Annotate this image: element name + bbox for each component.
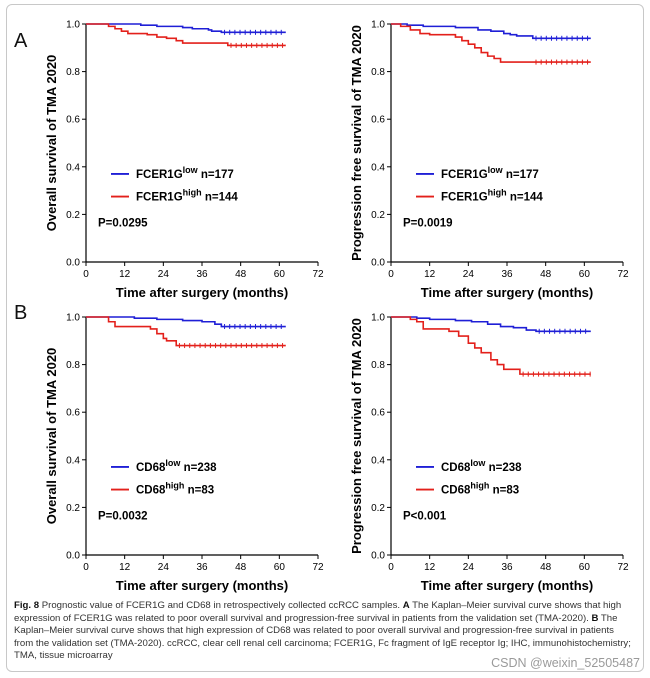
y-tick-label: 0.8 [66, 67, 80, 78]
legend-label-low: FCER1Glow n=177 [136, 165, 234, 181]
p-value: P=0.0295 [98, 217, 148, 229]
y-axis-title: Overall survival of TMA 2020 [44, 55, 59, 232]
x-tick-label: 60 [579, 269, 591, 280]
x-axis-title: Time after surgery (months) [116, 285, 288, 300]
watermark: CSDN @weixin_52505487 [491, 656, 640, 670]
y-axis-title: Progression free survival of TMA 2020 [349, 25, 364, 261]
x-axis-title: Time after surgery (months) [116, 578, 288, 593]
caption-text-2: The Kaplan–Meier survival curve shows th… [14, 600, 622, 624]
y-tick-label: 0.8 [371, 67, 385, 78]
caption-text-1: Prognostic value of FCER1G and CD68 in r… [39, 600, 403, 611]
x-tick-label: 36 [196, 562, 208, 573]
legend-label-high: FCER1Ghigh n=144 [136, 188, 238, 204]
legend-label-high: CD68high n=83 [441, 481, 519, 497]
x-tick-label: 36 [196, 269, 208, 280]
figure-frame [6, 4, 644, 672]
x-tick-label: 72 [312, 562, 324, 573]
km-curve-low [86, 23, 286, 34]
legend-label-low: CD68low n=238 [136, 458, 217, 474]
km-curve-low [391, 23, 591, 40]
y-tick-label: 0.2 [371, 503, 385, 514]
x-tick-label: 12 [119, 562, 131, 573]
chart-b-overall-survival: 0.0 0.2 0.4 0.6 0.8 1.0 0 12 24 36 48 60 72 Time afte… [44, 313, 324, 594]
y-axis-title: Overall survival of TMA 2020 [44, 348, 59, 525]
caption-fig-label: Fig. 8 [14, 600, 40, 611]
y-tick-label: 0.4 [371, 455, 385, 466]
p-value: P<0.001 [403, 510, 447, 522]
x-tick-label: 60 [274, 269, 286, 280]
km-curve-high [86, 23, 286, 47]
y-tick-label: 0.2 [66, 210, 80, 221]
panel-label-b: B [14, 302, 28, 324]
x-tick-label: 36 [501, 562, 513, 573]
x-tick-label: 0 [83, 562, 89, 573]
chart-b-progression-free-survival: 0.0 0.2 0.4 0.6 0.8 1.0 0 12 24 36 48 60 72 Time afte… [349, 313, 629, 594]
y-tick-label: 0.6 [371, 115, 385, 126]
x-axis-title: Time after surgery (months) [421, 285, 593, 300]
caption-bold-b: B [591, 612, 599, 624]
x-tick-label: 0 [83, 269, 89, 280]
y-tick-label: 0.4 [371, 162, 385, 173]
y-tick-label: 0.0 [371, 551, 385, 562]
y-tick-label: 0.2 [66, 503, 80, 514]
y-tick-label: 0.4 [66, 455, 80, 466]
x-tick-label: 36 [501, 269, 513, 280]
figure-caption: Fig. 8 Prognostic value of FCER1G and CD… [14, 600, 634, 663]
caption-bold-a: A [402, 600, 410, 611]
x-tick-label: 24 [463, 269, 475, 280]
x-tick-label: 0 [388, 269, 394, 280]
x-tick-label: 12 [424, 562, 436, 573]
y-tick-label: 1.0 [371, 313, 385, 324]
y-tick-label: 0.8 [66, 360, 80, 371]
y-tick-label: 0.6 [66, 408, 80, 419]
chart-a-overall-survival: 0.0 0.2 0.4 0.6 0.8 1.0 0 12 24 36 48 60 72 Time afte… [44, 20, 324, 301]
legend-label-high: CD68high n=83 [136, 481, 214, 497]
legend-label-low: CD68low n=238 [441, 458, 522, 474]
y-tick-label: 0.0 [371, 258, 385, 269]
y-tick-label: 0.0 [66, 258, 80, 269]
x-tick-label: 72 [617, 562, 629, 573]
x-tick-label: 48 [540, 562, 552, 573]
legend-label-low: FCER1Glow n=177 [441, 165, 539, 181]
x-tick-label: 0 [388, 562, 394, 573]
p-value: P=0.0032 [98, 510, 148, 522]
x-tick-label: 12 [119, 269, 131, 280]
x-tick-label: 60 [274, 562, 286, 573]
chart-a-progression-free-survival: 0.0 0.2 0.4 0.6 0.8 1.0 0 12 24 36 48 60 72 Time afte… [349, 20, 629, 301]
x-tick-label: 48 [235, 269, 247, 280]
km-curve-low [86, 316, 286, 328]
y-tick-label: 0.2 [371, 210, 385, 221]
y-tick-label: 1.0 [66, 20, 80, 31]
p-value: P=0.0019 [403, 217, 453, 229]
y-tick-label: 1.0 [371, 20, 385, 31]
x-tick-label: 72 [312, 269, 324, 280]
x-tick-label: 12 [424, 269, 436, 280]
x-tick-label: 60 [579, 562, 591, 573]
y-tick-label: 0.6 [371, 408, 385, 419]
y-tick-label: 0.0 [66, 551, 80, 562]
caption-text-3: The Kaplan–Meier survival curve shows th… [14, 612, 631, 662]
panel-label-a: A [14, 30, 28, 52]
y-tick-label: 0.8 [371, 360, 385, 371]
x-tick-label: 72 [617, 269, 629, 280]
y-tick-label: 0.4 [66, 162, 80, 173]
x-tick-label: 24 [463, 562, 475, 573]
km-curve-high [86, 316, 286, 347]
x-axis-title: Time after surgery (months) [421, 578, 593, 593]
x-tick-label: 48 [235, 562, 247, 573]
km-curve-high [391, 316, 591, 375]
legend-label-high: FCER1Ghigh n=144 [441, 188, 543, 204]
x-tick-label: 24 [158, 269, 170, 280]
km-curve-high [391, 23, 591, 63]
y-tick-label: 1.0 [66, 313, 80, 324]
x-tick-label: 24 [158, 562, 170, 573]
y-tick-label: 0.6 [66, 115, 80, 126]
x-tick-label: 48 [540, 269, 552, 280]
km-curve-low [391, 316, 591, 333]
y-axis-title: Progression free survival of TMA 2020 [349, 318, 364, 554]
